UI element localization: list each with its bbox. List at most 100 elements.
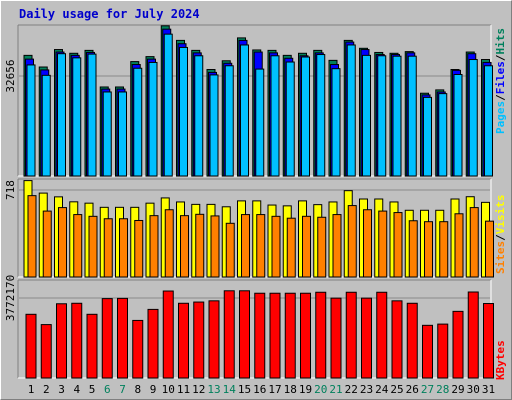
kbytes-bar-day-9 [147, 308, 159, 379]
kbytes-bar-day-16 [254, 292, 266, 379]
kbytes-bar-day-7 [117, 297, 128, 379]
kbytes-bar-day-19 [300, 292, 311, 379]
kbytes-bar-day-10 [162, 290, 174, 379]
sites-bar-day-8 [134, 219, 144, 278]
pages-bar-day-8 [133, 67, 143, 177]
sites-bar-day-18 [286, 217, 296, 278]
pages-bar-day-4 [72, 57, 82, 177]
x-tick-label-day-3: 3 [58, 383, 65, 396]
sites-bar-day-22 [347, 205, 357, 278]
pages-bar-day-13 [209, 74, 219, 177]
x-tick-label-day-24: 24 [375, 383, 389, 396]
sites-bar-day-17 [271, 215, 281, 278]
pages-bar-day-29 [453, 74, 463, 177]
pages-bar-day-21 [331, 68, 341, 177]
kbytes-bar-day-23 [361, 297, 372, 379]
kbytes-bar-day-8 [132, 319, 144, 379]
pages-bar-day-22 [346, 44, 356, 177]
pages-bar-day-18 [285, 61, 295, 177]
legend-sep: / [494, 94, 507, 101]
pages-bar-day-1 [26, 64, 36, 177]
legend-sites: Sites [494, 241, 507, 274]
y-tick-label-kbytes: 3772170 [4, 275, 17, 321]
sites-bar-day-28 [439, 221, 449, 278]
sites-bar-day-30 [469, 207, 479, 278]
pages-bar-day-7 [118, 91, 127, 177]
sites-bar-day-24 [378, 210, 388, 278]
pages-bar-day-20 [316, 54, 326, 177]
kbytes-bar-day-20 [315, 291, 327, 379]
x-tick-label-day-12: 12 [192, 383, 205, 396]
kbytes-bar-day-22 [345, 291, 357, 379]
kbytes-bar-day-21 [330, 297, 342, 379]
pages-bar-day-24 [377, 55, 387, 177]
x-tick-label-day-28: 28 [436, 383, 449, 396]
x-tick-label-day-20: 20 [314, 383, 327, 396]
pages-bar-day-9 [148, 61, 158, 177]
legend-label: KBytes [494, 340, 507, 380]
pages-bar-day-2 [41, 74, 51, 177]
sites-bar-day-2 [42, 210, 52, 278]
pages-bar-day-10 [163, 33, 173, 177]
x-tick-label-day-27: 27 [421, 383, 434, 396]
pages-bar-day-11 [179, 46, 188, 177]
x-tick-label-day-26: 26 [406, 383, 419, 396]
pages-bar-day-6 [102, 91, 112, 177]
x-tick-label-day-6: 6 [104, 383, 111, 396]
kbytes-bar-day-1 [25, 313, 37, 379]
x-tick-label-day-7: 7 [119, 383, 126, 396]
sites-bar-day-16 [256, 214, 266, 278]
kbytes-bar-day-25 [391, 300, 403, 379]
pages-bar-day-3 [57, 53, 66, 177]
x-tick-label-day-22: 22 [345, 383, 358, 396]
x-tick-label-day-11: 11 [177, 383, 190, 396]
kbytes-bar-day-29 [452, 310, 464, 379]
kbytes-bar-day-24 [376, 291, 388, 379]
pages-bar-day-30 [468, 59, 478, 177]
kbytes-bar-day-3 [56, 303, 67, 379]
sites-bar-day-31 [485, 220, 494, 278]
kbytes-bar-day-31 [483, 303, 494, 379]
pages-bar-day-23 [362, 54, 371, 177]
kbytes-bar-day-5 [86, 313, 98, 379]
sites-bar-day-19 [302, 215, 311, 278]
x-tick-label-day-25: 25 [390, 383, 403, 396]
chart-title: Daily usage for July 2024 [19, 7, 200, 21]
sites-bar-day-21 [332, 214, 342, 278]
legend-pages: Pages [494, 101, 507, 134]
kbytes-bar-day-12 [193, 301, 205, 379]
sites-bar-day-27 [424, 221, 433, 278]
legend-hits: Hits [494, 28, 507, 55]
pages-bar-day-12 [194, 55, 204, 177]
legend-kbytes: KBytes [494, 340, 507, 380]
x-tick-label-day-19: 19 [299, 383, 312, 396]
kbytes-bar-day-4 [71, 302, 83, 379]
x-tick-label-day-18: 18 [284, 383, 297, 396]
x-tick-label-day-8: 8 [134, 383, 141, 396]
kbytes-bar-day-18 [284, 292, 296, 379]
x-tick-label-day-10: 10 [162, 383, 175, 396]
x-tick-label-day-9: 9 [150, 383, 157, 396]
kbytes-bar-day-30 [467, 291, 479, 379]
legend-files: Files [494, 61, 507, 94]
pages-bar-day-31 [484, 65, 493, 177]
pages-bar-day-25 [392, 55, 402, 177]
sites-bar-day-10 [164, 209, 174, 278]
x-tick-label-day-14: 14 [223, 383, 237, 396]
sites-bar-day-4 [73, 214, 83, 278]
sites-bar-day-3 [58, 207, 67, 278]
y-tick-label-visits: 718 [4, 180, 17, 200]
kbytes-bar-day-17 [269, 292, 281, 379]
kbytes-bar-day-11 [178, 302, 189, 379]
sites-bar-day-20 [317, 216, 327, 278]
kbytes-bar-day-6 [101, 298, 113, 379]
pages-bar-day-14 [224, 65, 234, 177]
y-tick-label-hits: 32656 [4, 59, 17, 92]
pages-bar-day-26 [407, 55, 417, 177]
x-tick-label-day-17: 17 [268, 383, 281, 396]
kbytes-bar-day-28 [437, 323, 449, 379]
sites-bar-day-29 [454, 213, 464, 278]
sites-bar-day-9 [149, 215, 159, 278]
x-tick-label-day-30: 30 [467, 383, 480, 396]
